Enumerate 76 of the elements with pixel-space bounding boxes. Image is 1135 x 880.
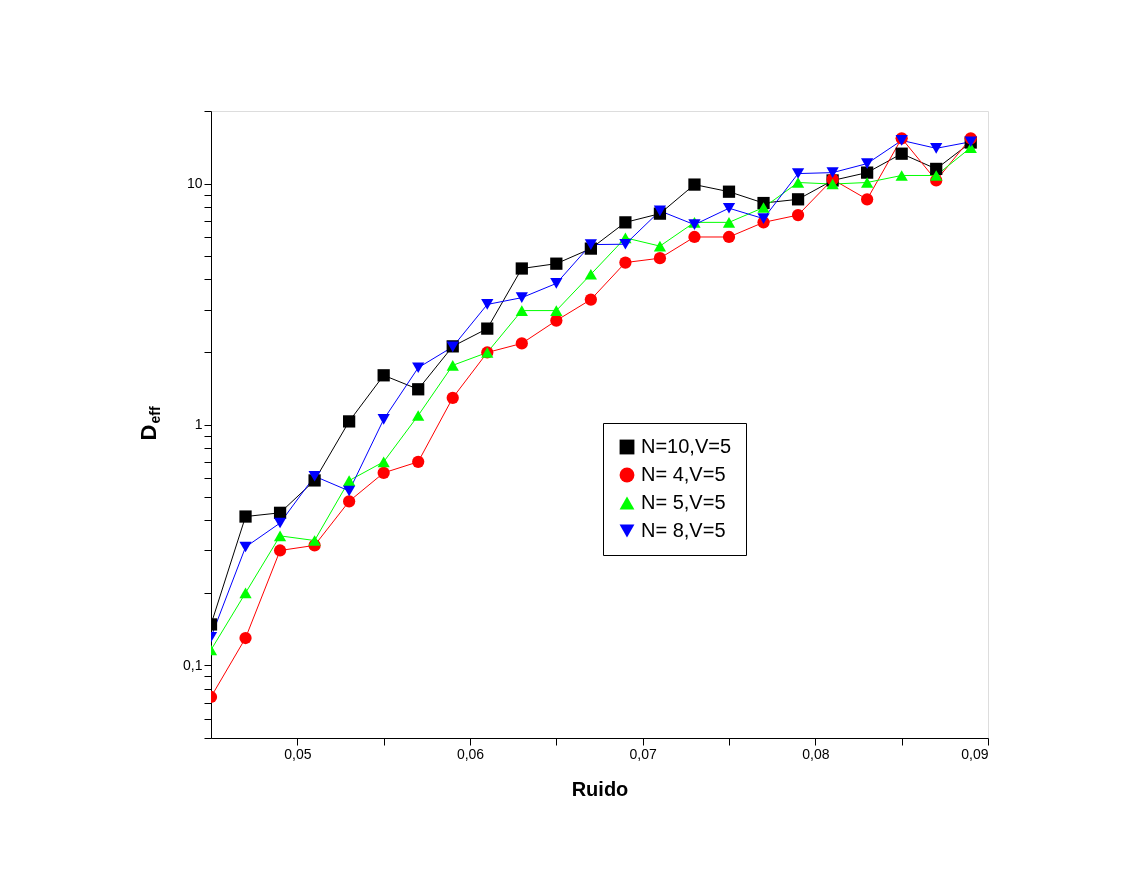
point [584,293,597,306]
point [861,193,874,206]
point [481,299,494,310]
point [619,238,632,250]
point [343,415,356,428]
point [619,216,632,229]
point [791,168,805,179]
point [239,631,252,645]
y-tick-label: 1 [194,416,203,432]
point [377,466,390,479]
point [239,510,252,523]
point [826,178,839,190]
point [895,147,908,160]
point [550,278,563,289]
point [619,256,632,269]
point [722,202,736,214]
x-tick-label: 0,06 [456,745,485,762]
point [791,193,805,206]
point [308,470,321,482]
point [515,262,528,275]
legend-label: N= 4,V=5 [641,463,726,485]
y-tick-label: 0,1 [183,656,203,673]
point [343,485,356,497]
point [653,240,667,252]
point [273,544,287,557]
point [757,202,770,213]
point [412,410,425,421]
point [515,292,528,303]
point [412,362,425,374]
point [688,178,701,191]
point [412,455,425,468]
point [446,391,459,404]
point [930,143,943,154]
point [688,230,701,244]
x-tick-label: 0,09 [961,745,989,762]
point [584,239,597,250]
point [861,158,874,169]
point [515,305,528,316]
x-tick-label: 0,07 [629,745,657,762]
point [412,383,425,396]
legend-label: N= 8,V=5 [641,519,726,541]
point [481,322,494,335]
legend-label: N=10,V=5 [641,435,732,457]
y-tick-label: 10 [186,175,203,192]
point [343,475,356,486]
point [377,369,390,382]
x-tick-label: 0,05 [284,745,312,762]
point [722,230,736,244]
point [377,456,390,468]
x-tick-label: 0,08 [802,745,830,762]
point [895,170,908,181]
point [722,185,736,198]
point [930,170,943,181]
point [515,337,528,350]
point [446,360,459,371]
legend-label: N= 5,V=5 [641,491,726,513]
point [377,414,390,425]
y-axis-title: Deff [136,406,163,441]
x-axis-title: Ruido [571,777,629,800]
point [861,177,874,188]
point [550,257,563,270]
point [273,517,287,529]
point [722,217,736,228]
point [791,177,805,188]
point [550,305,563,316]
point [791,208,805,222]
point [239,587,252,599]
point [757,213,770,224]
point [861,166,874,179]
point [308,535,321,546]
point [584,269,597,280]
point [653,252,667,265]
point [343,495,356,508]
point [273,530,287,542]
point [826,167,839,178]
point [239,541,252,553]
